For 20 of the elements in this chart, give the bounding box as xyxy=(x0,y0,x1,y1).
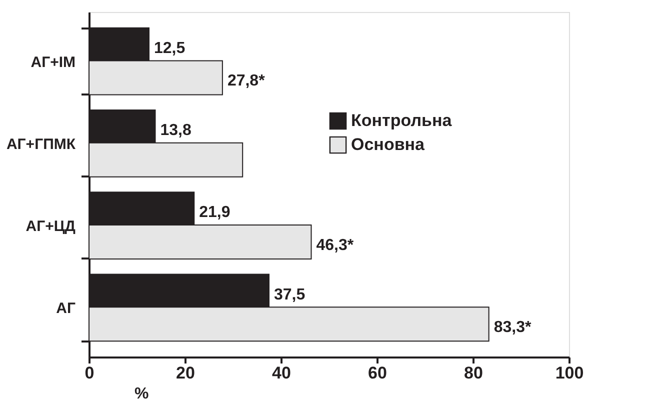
y-tick-label: АГ+ІМ xyxy=(30,54,76,71)
y-tick-label: АГ+ЦД xyxy=(26,218,76,236)
y-tick-label: АГ+ГПМК xyxy=(6,136,76,153)
x-tick-label: 60 xyxy=(368,364,387,382)
data-label: 12,5 xyxy=(154,40,186,57)
data-label: 27,8* xyxy=(227,72,266,90)
data-label: 13,8 xyxy=(160,122,192,139)
data-label: 83,3* xyxy=(494,319,532,336)
y-tick-label: АГ xyxy=(56,300,76,318)
x-tick-label: 20 xyxy=(176,364,195,382)
x-tick-label: 0 xyxy=(84,364,94,382)
x-tick-label: 100 xyxy=(555,364,584,382)
legend-label: Контрольна xyxy=(351,111,452,130)
x-tick-label: 40 xyxy=(272,364,291,382)
x-axis-title: % xyxy=(134,386,149,401)
data-label: 46,3* xyxy=(316,237,354,254)
x-tick-label: 80 xyxy=(464,364,483,382)
data-label: 37,5 xyxy=(274,286,306,304)
data-label: 21,9 xyxy=(199,204,230,222)
legend-label: Основна xyxy=(351,135,426,154)
